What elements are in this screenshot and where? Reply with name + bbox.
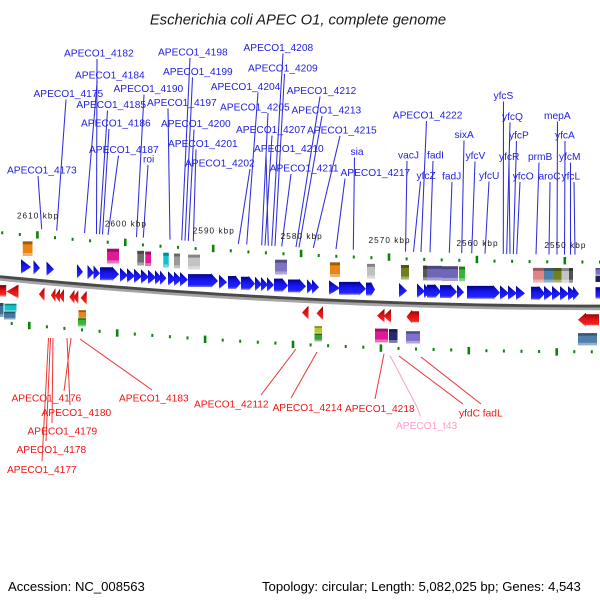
svg-text:2550 kbp: 2550 kbp	[544, 241, 586, 250]
svg-text:APECO1_4201: APECO1_4201	[168, 139, 238, 150]
svg-text:APECO1_4205: APECO1_4205	[220, 103, 290, 114]
svg-text:2600 kbp: 2600 kbp	[105, 220, 147, 229]
svg-text:fadJ: fadJ	[442, 172, 461, 183]
svg-text:APECO1_4208: APECO1_4208	[244, 43, 314, 54]
svg-text:APECO1_4207: APECO1_4207	[236, 125, 306, 136]
svg-text:APECO1_4198: APECO1_4198	[158, 48, 228, 59]
svg-text:APECO1_4185: APECO1_4185	[76, 100, 146, 111]
svg-text:prmB: prmB	[528, 152, 553, 163]
svg-text:Accession: NC_008563: Accession: NC_008563	[8, 579, 145, 594]
svg-text:APECO1_4214: APECO1_4214	[273, 403, 343, 414]
svg-text:APECO1_4184: APECO1_4184	[75, 71, 145, 82]
svg-text:yfcZ: yfcZ	[417, 171, 436, 182]
svg-text:APECO1_4180: APECO1_4180	[42, 408, 112, 419]
svg-text:APECO1_4202: APECO1_4202	[185, 159, 255, 170]
svg-text:fadI: fadI	[427, 151, 444, 162]
svg-text:APECO1_4186: APECO1_4186	[81, 119, 151, 130]
svg-text:sixA: sixA	[455, 130, 474, 141]
svg-text:2580 kbp: 2580 kbp	[281, 232, 323, 241]
svg-text:yfcA: yfcA	[555, 131, 575, 142]
svg-text:APECO1_4211: APECO1_4211	[270, 164, 339, 175]
svg-text:vacJ: vacJ	[398, 151, 419, 162]
svg-text:APECO1_4173: APECO1_4173	[7, 166, 77, 177]
svg-text:yfcQ: yfcQ	[502, 112, 523, 123]
svg-text:2560 kbp: 2560 kbp	[456, 239, 498, 248]
svg-text:APECO1_42112: APECO1_42112	[194, 400, 269, 411]
svg-text:APECO1_4210: APECO1_4210	[254, 144, 324, 155]
svg-text:APECO1_4199: APECO1_4199	[163, 67, 233, 78]
svg-text:APECO1_4177: APECO1_4177	[7, 465, 77, 476]
svg-text:yfcU: yfcU	[479, 171, 499, 182]
svg-text:sia: sia	[351, 147, 364, 158]
svg-text:APECO1_4217: APECO1_4217	[341, 168, 411, 179]
svg-text:APECO1_4197: APECO1_4197	[147, 98, 217, 109]
svg-text:APECO1_4213: APECO1_4213	[292, 106, 362, 117]
svg-text:aroC: aroC	[539, 172, 561, 183]
svg-text:yfdC fadL: yfdC fadL	[459, 409, 503, 420]
svg-text:Escherichia coli APEC O1, comp: Escherichia coli APEC O1, complete genom…	[150, 13, 446, 29]
svg-text:APECO1_4218: APECO1_4218	[345, 404, 415, 415]
svg-text:APECO1_4212: APECO1_4212	[287, 86, 357, 97]
svg-text:Topology: circular; Length: 5,: Topology: circular; Length: 5,082,025 bp…	[262, 579, 581, 594]
svg-text:APECO1_4179: APECO1_4179	[28, 427, 98, 438]
svg-text:APECO1_4190: APECO1_4190	[114, 84, 184, 95]
svg-text:APECO1_4200: APECO1_4200	[161, 119, 231, 130]
svg-text:APECO1_4209: APECO1_4209	[248, 64, 318, 75]
svg-text:yfcS: yfcS	[494, 91, 514, 102]
svg-text:2590 kbp: 2590 kbp	[193, 226, 235, 235]
svg-text:APECO1_4175: APECO1_4175	[34, 89, 104, 100]
svg-text:yfcM: yfcM	[559, 152, 581, 163]
svg-text:yfcL: yfcL	[562, 172, 581, 183]
svg-text:2570 kbp: 2570 kbp	[369, 236, 411, 245]
svg-text:APECO1_4176: APECO1_4176	[12, 394, 82, 405]
svg-text:APECO1_4182: APECO1_4182	[64, 49, 134, 60]
svg-text:APECO1_4178: APECO1_4178	[17, 445, 87, 456]
svg-text:yfcP: yfcP	[509, 131, 529, 142]
svg-text:yfcO: yfcO	[513, 172, 534, 183]
svg-text:APECO1_t43: APECO1_t43	[396, 421, 457, 432]
svg-text:APECO1_4215: APECO1_4215	[307, 126, 377, 137]
svg-text:yfcV: yfcV	[466, 151, 486, 162]
svg-text:APECO1_4183: APECO1_4183	[119, 394, 189, 405]
svg-text:2610 kbp: 2610 kbp	[17, 212, 59, 221]
svg-text:mepA: mepA	[544, 111, 571, 122]
svg-text:APECO1_4204: APECO1_4204	[211, 82, 281, 93]
svg-text:roi: roi	[143, 155, 154, 166]
svg-text:yfcR: yfcR	[499, 152, 519, 163]
svg-text:APECO1_4222: APECO1_4222	[393, 111, 463, 122]
